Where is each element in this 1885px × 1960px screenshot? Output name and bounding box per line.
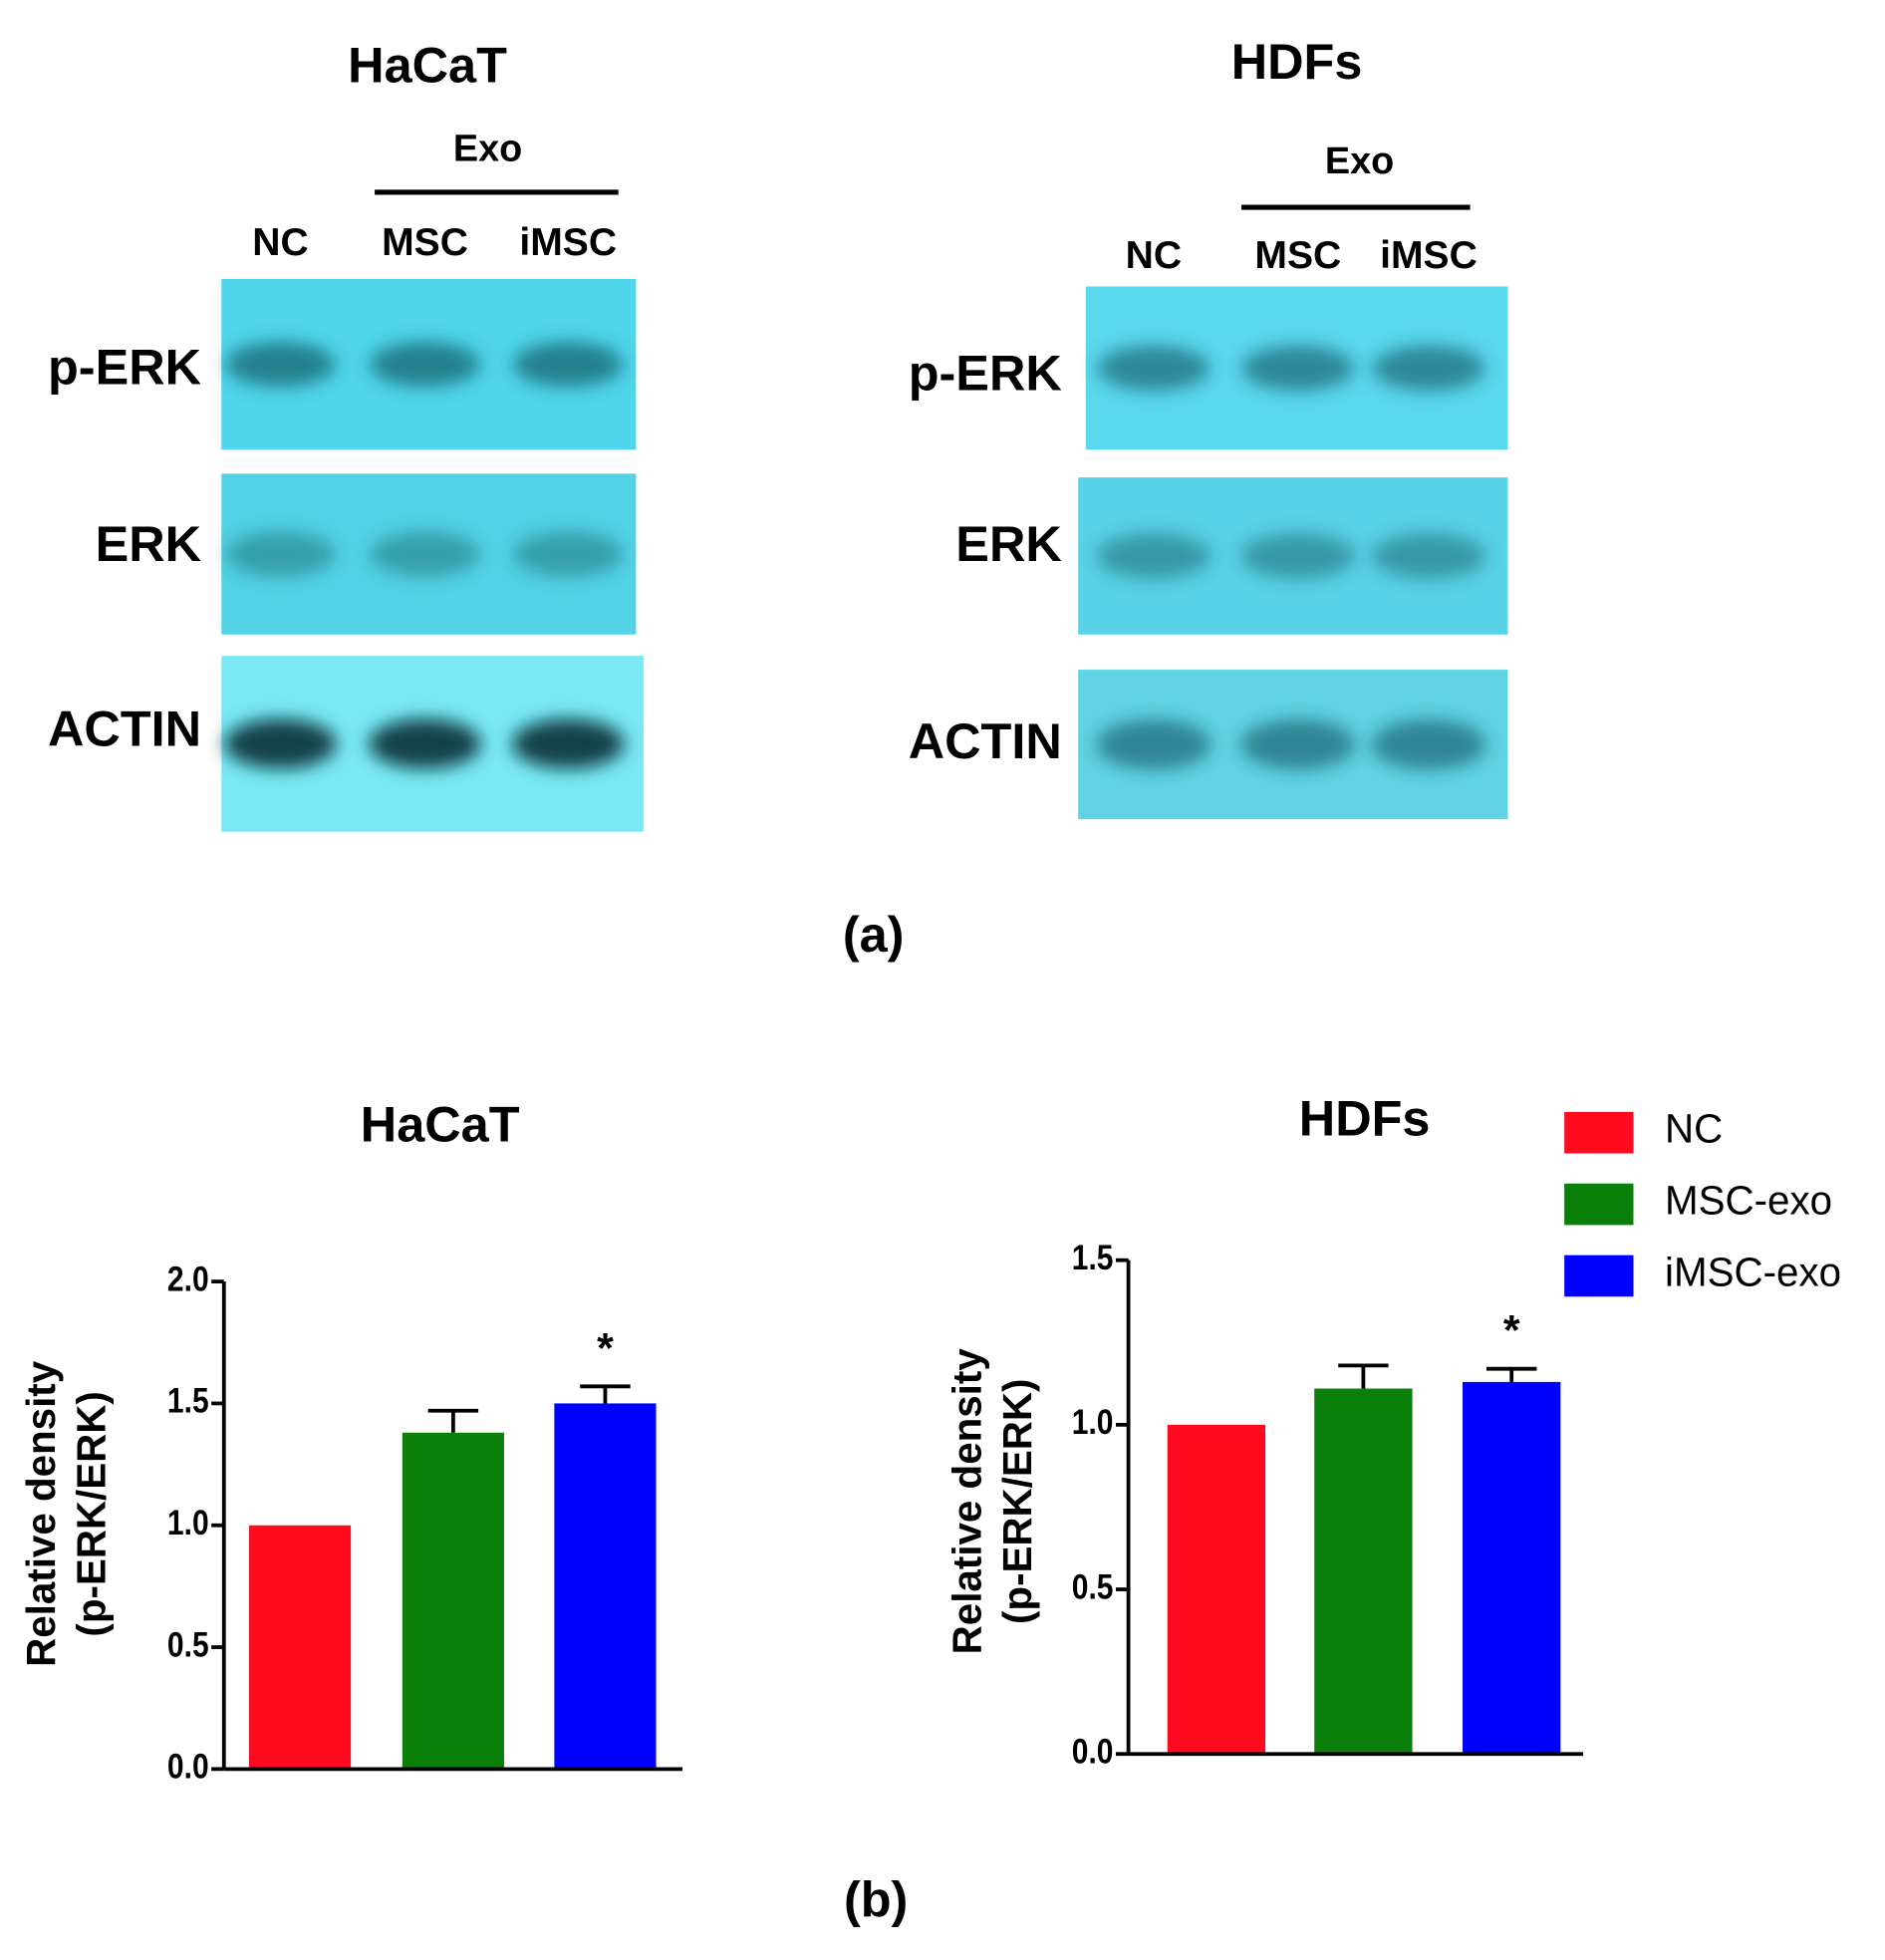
blot-band xyxy=(1371,718,1486,770)
lane-label: NC xyxy=(252,221,308,264)
group-label: Exo xyxy=(1325,140,1394,182)
blot-band xyxy=(370,341,480,388)
y-axis-label: Relative density xyxy=(943,1348,989,1655)
bar xyxy=(248,1525,352,1770)
row-label: ACTIN xyxy=(909,712,1062,769)
lane-label: iMSC xyxy=(519,221,617,264)
y-tick-label: 1.5 xyxy=(167,1380,209,1420)
blot-band xyxy=(224,718,337,769)
y-axis-label: (p-ERK/ERK) xyxy=(69,1391,115,1636)
row-label: ERK xyxy=(955,515,1061,572)
blot-band xyxy=(1372,345,1485,392)
y-axis-label: Relative density xyxy=(18,1360,64,1667)
blot-band xyxy=(225,531,336,577)
blot-band xyxy=(370,531,480,577)
y-tick-label: 0.5 xyxy=(167,1624,209,1664)
y-tick-label: 0.0 xyxy=(1072,1731,1114,1771)
legend-label: MSC-exo xyxy=(1665,1178,1832,1224)
blot-band xyxy=(369,718,481,769)
lane-label: MSC xyxy=(382,221,468,264)
blot-band xyxy=(1371,533,1486,579)
y-tick-label: 1.0 xyxy=(1072,1402,1114,1442)
legend-swatch xyxy=(1564,1111,1634,1154)
legend-label: iMSC-exo xyxy=(1665,1249,1841,1294)
blot-band xyxy=(1240,718,1356,770)
significance-mark: * xyxy=(1503,1307,1520,1355)
chart-title: HDFs xyxy=(1299,1089,1431,1146)
y-tick-label: 2.0 xyxy=(167,1259,209,1298)
y-tick-label: 0.5 xyxy=(1072,1566,1114,1606)
bar xyxy=(1167,1424,1266,1755)
blot-band xyxy=(225,341,336,388)
blot-band xyxy=(1240,533,1356,579)
blot-band xyxy=(1097,345,1211,392)
lane-label: iMSC xyxy=(1380,234,1478,277)
y-tick-label: 0.0 xyxy=(167,1746,209,1786)
blot-band xyxy=(511,718,625,769)
y-axis-label: (p-ERK/ERK) xyxy=(994,1379,1040,1624)
row-label: ERK xyxy=(96,515,201,572)
group-label: Exo xyxy=(453,128,522,169)
blot-title: HDFs xyxy=(1231,33,1363,90)
chart-title: HaCaT xyxy=(361,1096,520,1153)
bar xyxy=(554,1403,657,1770)
lane-label: NC xyxy=(1126,234,1182,277)
legend-swatch xyxy=(1564,1183,1634,1226)
legend-swatch xyxy=(1564,1255,1634,1297)
y-tick-label: 1.0 xyxy=(167,1503,209,1542)
row-label: ACTIN xyxy=(48,700,201,756)
blot-band xyxy=(512,341,624,388)
blot-band xyxy=(512,531,624,577)
legend-label: NC xyxy=(1665,1106,1723,1152)
y-tick-label: 1.5 xyxy=(1072,1238,1114,1277)
bar xyxy=(1463,1381,1561,1755)
bar xyxy=(402,1432,504,1770)
row-label: p-ERK xyxy=(909,345,1062,402)
bar xyxy=(1314,1388,1413,1755)
row-label: p-ERK xyxy=(48,338,201,395)
significance-mark: * xyxy=(597,1324,614,1372)
blot-title: HaCaT xyxy=(348,37,507,94)
blot-band xyxy=(1241,345,1355,392)
panel-label: (a) xyxy=(843,906,905,963)
panel-label: (b) xyxy=(844,1871,908,1928)
lane-label: MSC xyxy=(1254,234,1341,277)
blot-band xyxy=(1096,533,1212,579)
blot-band xyxy=(1096,718,1212,770)
